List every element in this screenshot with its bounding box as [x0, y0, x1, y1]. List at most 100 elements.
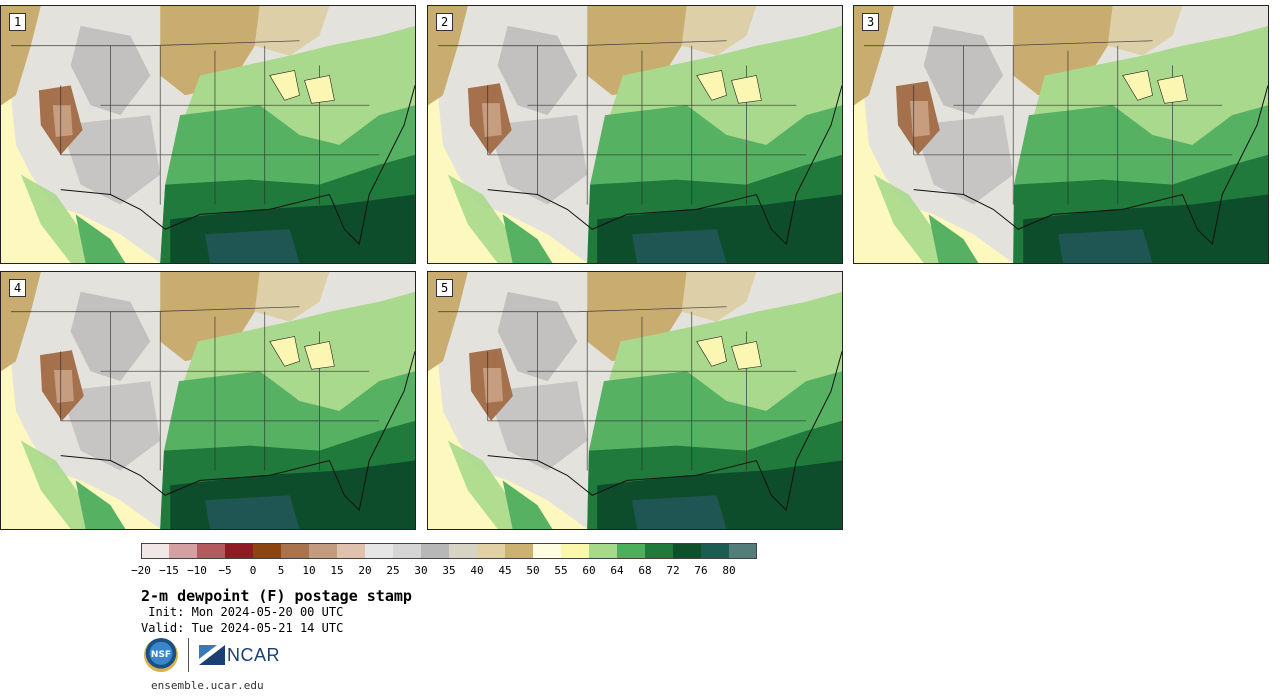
border-line: [10, 306, 300, 313]
colorbar-tick-label: 20: [358, 564, 372, 577]
mexico-coast-moist: [75, 214, 126, 263]
ncar-mark-icon: [199, 645, 225, 665]
postage-stamp-4: 4: [0, 271, 416, 530]
colorbar-swatch: [365, 543, 394, 559]
coastline: [487, 351, 842, 512]
border-line: [10, 40, 300, 47]
great-lakes: [696, 336, 762, 370]
nevada-dry-inner: [909, 101, 930, 137]
colorbar-tick-label: 68: [638, 564, 652, 577]
colorbar-swatch: [253, 543, 282, 559]
colorbar-swatch: [701, 543, 730, 559]
colorbar-tick-label: −15: [159, 564, 179, 577]
colorbar-swatch: [505, 543, 534, 559]
member-number-4: 4: [9, 279, 27, 297]
logo-row: NSF NCAR: [144, 638, 280, 672]
init-time: Init: Mon 2024-05-20 00 UTC: [141, 605, 344, 619]
colorbar-tick-label: 55: [554, 564, 568, 577]
colorbar-border: [141, 543, 757, 559]
colorbar-swatch: [589, 543, 618, 559]
colorbar-swatch: [393, 543, 422, 559]
nevada-dry-inner: [481, 103, 502, 137]
colorbar-swatch: [169, 543, 198, 559]
great-lakes: [1122, 70, 1188, 104]
valid-time: Valid: Tue 2024-05-21 14 UTC: [141, 621, 344, 635]
colorbar-tick-label: 0: [249, 564, 257, 577]
colorbar-tick-label: 40: [470, 564, 484, 577]
colorbar-swatch: [141, 543, 170, 559]
dewpoint-map-4: [1, 272, 415, 529]
colorbar-swatch: [617, 543, 646, 559]
upper-midwest-band: [681, 6, 757, 56]
colorbar-tick-label: 10: [302, 564, 316, 577]
nevada-dry-inner: [483, 367, 503, 403]
ncar-logo: NCAR: [199, 645, 280, 666]
coastline: [913, 85, 1268, 246]
colorbar-tick-label: 76: [694, 564, 708, 577]
colorbar-tick-label: 50: [526, 564, 540, 577]
nsf-logo-text: NSF: [150, 650, 172, 660]
great-lakes: [696, 70, 762, 104]
colorbar-swatch: [309, 543, 338, 559]
colorbar-swatch: [729, 543, 757, 559]
colorbar-swatch: [533, 543, 562, 559]
ncar-logo-text: NCAR: [227, 644, 281, 665]
member-number-1: 1: [9, 13, 27, 31]
colorbar-tick-label: 72: [666, 564, 680, 577]
mexico-coast-light: [447, 440, 548, 529]
colorbar-swatch: [645, 543, 674, 559]
colorbar-swatch: [449, 543, 478, 559]
colorbar-swatch: [281, 543, 310, 559]
upper-midwest-band: [1107, 6, 1183, 56]
state-borders: [60, 45, 380, 205]
mexico-coast-moist: [928, 214, 979, 263]
dewpoint-map-1: [1, 6, 415, 263]
gulf-of-mexico: [205, 495, 300, 529]
product-title: 2-m dewpoint (F) postage stamp: [141, 587, 412, 605]
state-borders: [487, 311, 807, 471]
state-borders: [60, 311, 380, 471]
colorbar-tick-label: 35: [442, 564, 456, 577]
gulf-of-mexico: [632, 229, 727, 263]
state-borders: [487, 45, 807, 205]
postage-stamp-5: 5: [427, 271, 843, 530]
colorbar-tick-label: 25: [386, 564, 400, 577]
member-number-2: 2: [436, 13, 454, 31]
dewpoint-colorbar: [141, 543, 757, 559]
gulf-of-mexico: [1058, 229, 1153, 263]
colorbar-tick-label: −10: [187, 564, 207, 577]
coastline: [60, 351, 415, 512]
coastline: [487, 85, 842, 246]
nevada-dry-inner: [53, 370, 74, 403]
postage-stamp-3: 3: [853, 5, 1269, 264]
colorbar-tick-label: 45: [498, 564, 512, 577]
nevada-dry-inner: [52, 105, 73, 137]
postage-stamp-2: 2: [427, 5, 843, 264]
member-number-5: 5: [436, 279, 454, 297]
great-lakes: [269, 70, 335, 104]
colorbar-tick-label: 60: [582, 564, 596, 577]
logo-divider: [188, 638, 189, 672]
colorbar-tick-label: −20: [131, 564, 151, 577]
colorbar-tick-label: −5: [218, 564, 232, 577]
upper-midwest-band: [254, 6, 330, 56]
mexico-coast-light: [873, 174, 974, 263]
colorbar-swatch: [337, 543, 366, 559]
border-line: [437, 40, 727, 47]
gulf-of-mexico: [205, 229, 300, 263]
dewpoint-map-3: [854, 6, 1268, 263]
colorbar-tick-label: 30: [414, 564, 428, 577]
colorbar-tick-label: 80: [722, 564, 736, 577]
mexico-coast-moist: [75, 480, 126, 529]
state-borders: [913, 45, 1233, 205]
colorbar-tick-label: 15: [330, 564, 344, 577]
colorbar-swatch: [477, 543, 506, 559]
dewpoint-map-2: [428, 6, 842, 263]
mexico-coast-moist: [502, 214, 553, 263]
gulf-of-mexico: [632, 495, 727, 529]
nsf-logo: NSF: [144, 638, 178, 672]
border-line: [437, 306, 727, 313]
colorbar-tick-label: 5: [277, 564, 285, 577]
dewpoint-map-5: [428, 272, 842, 529]
website-url: ensemble.ucar.edu: [151, 679, 264, 692]
